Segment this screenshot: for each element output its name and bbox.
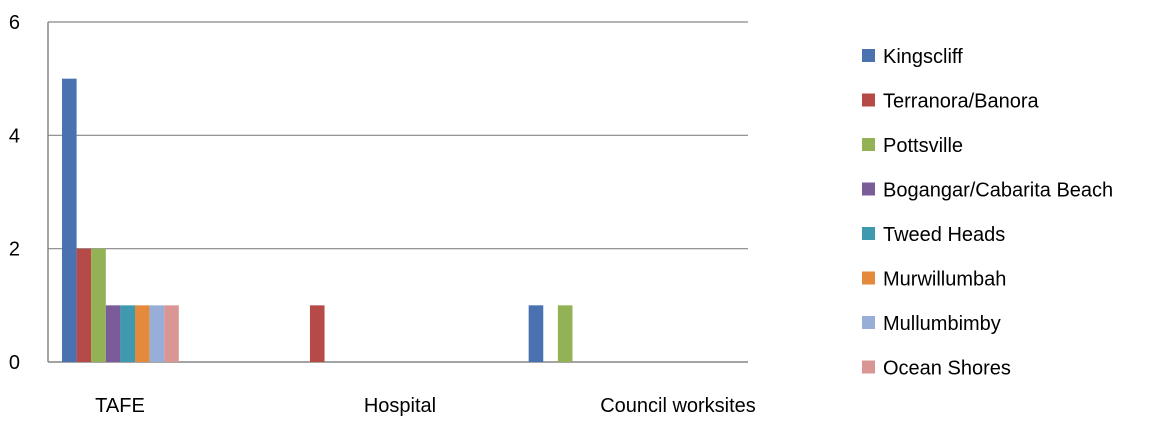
bar-tweed-heads-tafe <box>120 305 135 362</box>
bar-kingscliff-council-worksites <box>528 305 544 362</box>
legend-swatch <box>862 316 875 329</box>
legend-swatch <box>862 271 875 285</box>
legend-swatch <box>862 93 875 107</box>
bar-ocean-shores-tafe <box>164 305 179 362</box>
legend-label: Terranora/Banora <box>883 91 1040 113</box>
bar-mullumbimby-tafe <box>149 305 165 362</box>
y-tick-label: 0 <box>9 352 20 374</box>
bar-terranora-banora-hospital <box>309 305 325 362</box>
bar-pottsville-tafe <box>91 248 106 362</box>
legend-swatch <box>862 49 875 62</box>
y-tick-label: 2 <box>9 239 20 261</box>
legend-swatch <box>862 138 875 151</box>
legend: Kingscliff Terranora/Banora Pottsville Boga… <box>862 46 1113 380</box>
bar-kingscliff-tafe <box>62 78 77 363</box>
bars <box>62 78 573 363</box>
bar-terranora-banora-tafe <box>76 248 92 362</box>
y-tick-labels: 0 2 4 6 <box>9 12 20 374</box>
bar-bogangar-cabarita-beach-tafe <box>105 305 121 362</box>
y-tick-label: 6 <box>9 12 20 34</box>
x-category-label: Hospital <box>364 395 436 417</box>
legend-label: Kingscliff <box>883 46 963 68</box>
legend-label: Ocean Shores <box>883 358 1011 380</box>
gridlines <box>48 21 748 250</box>
legend-label: Tweed Heads <box>883 224 1005 246</box>
legend-label: Mullumbimby <box>883 313 1001 335</box>
x-category-label: TAFE <box>95 395 145 417</box>
legend-swatch <box>862 360 875 374</box>
x-category-label: Council worksites <box>600 395 756 417</box>
legend-label: Murwillumbah <box>883 269 1006 291</box>
legend-label: Pottsville <box>883 135 963 157</box>
legend-swatch <box>862 227 875 240</box>
legend-label: Bogangar/Cabarita Beach <box>883 180 1113 202</box>
category-labels: TAFE Hospital Council worksites <box>95 395 756 417</box>
bar-pottsville-council-worksites <box>557 305 573 362</box>
y-tick-label: 4 <box>9 125 20 147</box>
bar-murwillumbah-tafe <box>135 305 150 362</box>
legend-swatch <box>862 182 875 196</box>
